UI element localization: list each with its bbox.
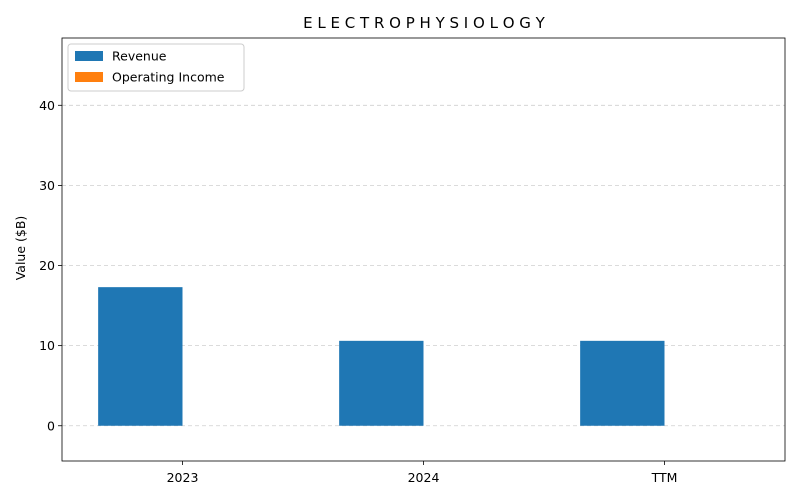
plot-frame (61, 37, 786, 462)
revenue-bar (339, 340, 424, 426)
x-tick-label: 2024 (408, 470, 440, 485)
y-tick-label: 30 (39, 178, 55, 193)
chart-title: E L E C T R O P H Y S I O L O G Y (303, 14, 545, 32)
x-tick-label: TTM (651, 470, 678, 485)
x-tick-label: 2023 (167, 470, 199, 485)
legend-label: Operating Income (112, 70, 225, 85)
y-tick-label: 20 (39, 258, 55, 273)
legend-label: Revenue (112, 49, 167, 64)
legend-box (67, 43, 245, 92)
revenue-bar (98, 287, 183, 426)
revenue-bar (580, 340, 665, 426)
legend: Revenue Operating Income (67, 43, 245, 92)
y-tick-label: 0 (47, 418, 55, 433)
y-tick-label: 40 (39, 98, 55, 113)
bars (98, 287, 665, 426)
axes: 0 10 20 30 40 2023 2024 TTM (39, 37, 786, 485)
y-tick-label: 10 (39, 338, 55, 353)
legend-swatch (75, 51, 103, 61)
y-axis-label: Value ($B) (13, 216, 28, 281)
legend-swatch (75, 72, 103, 82)
